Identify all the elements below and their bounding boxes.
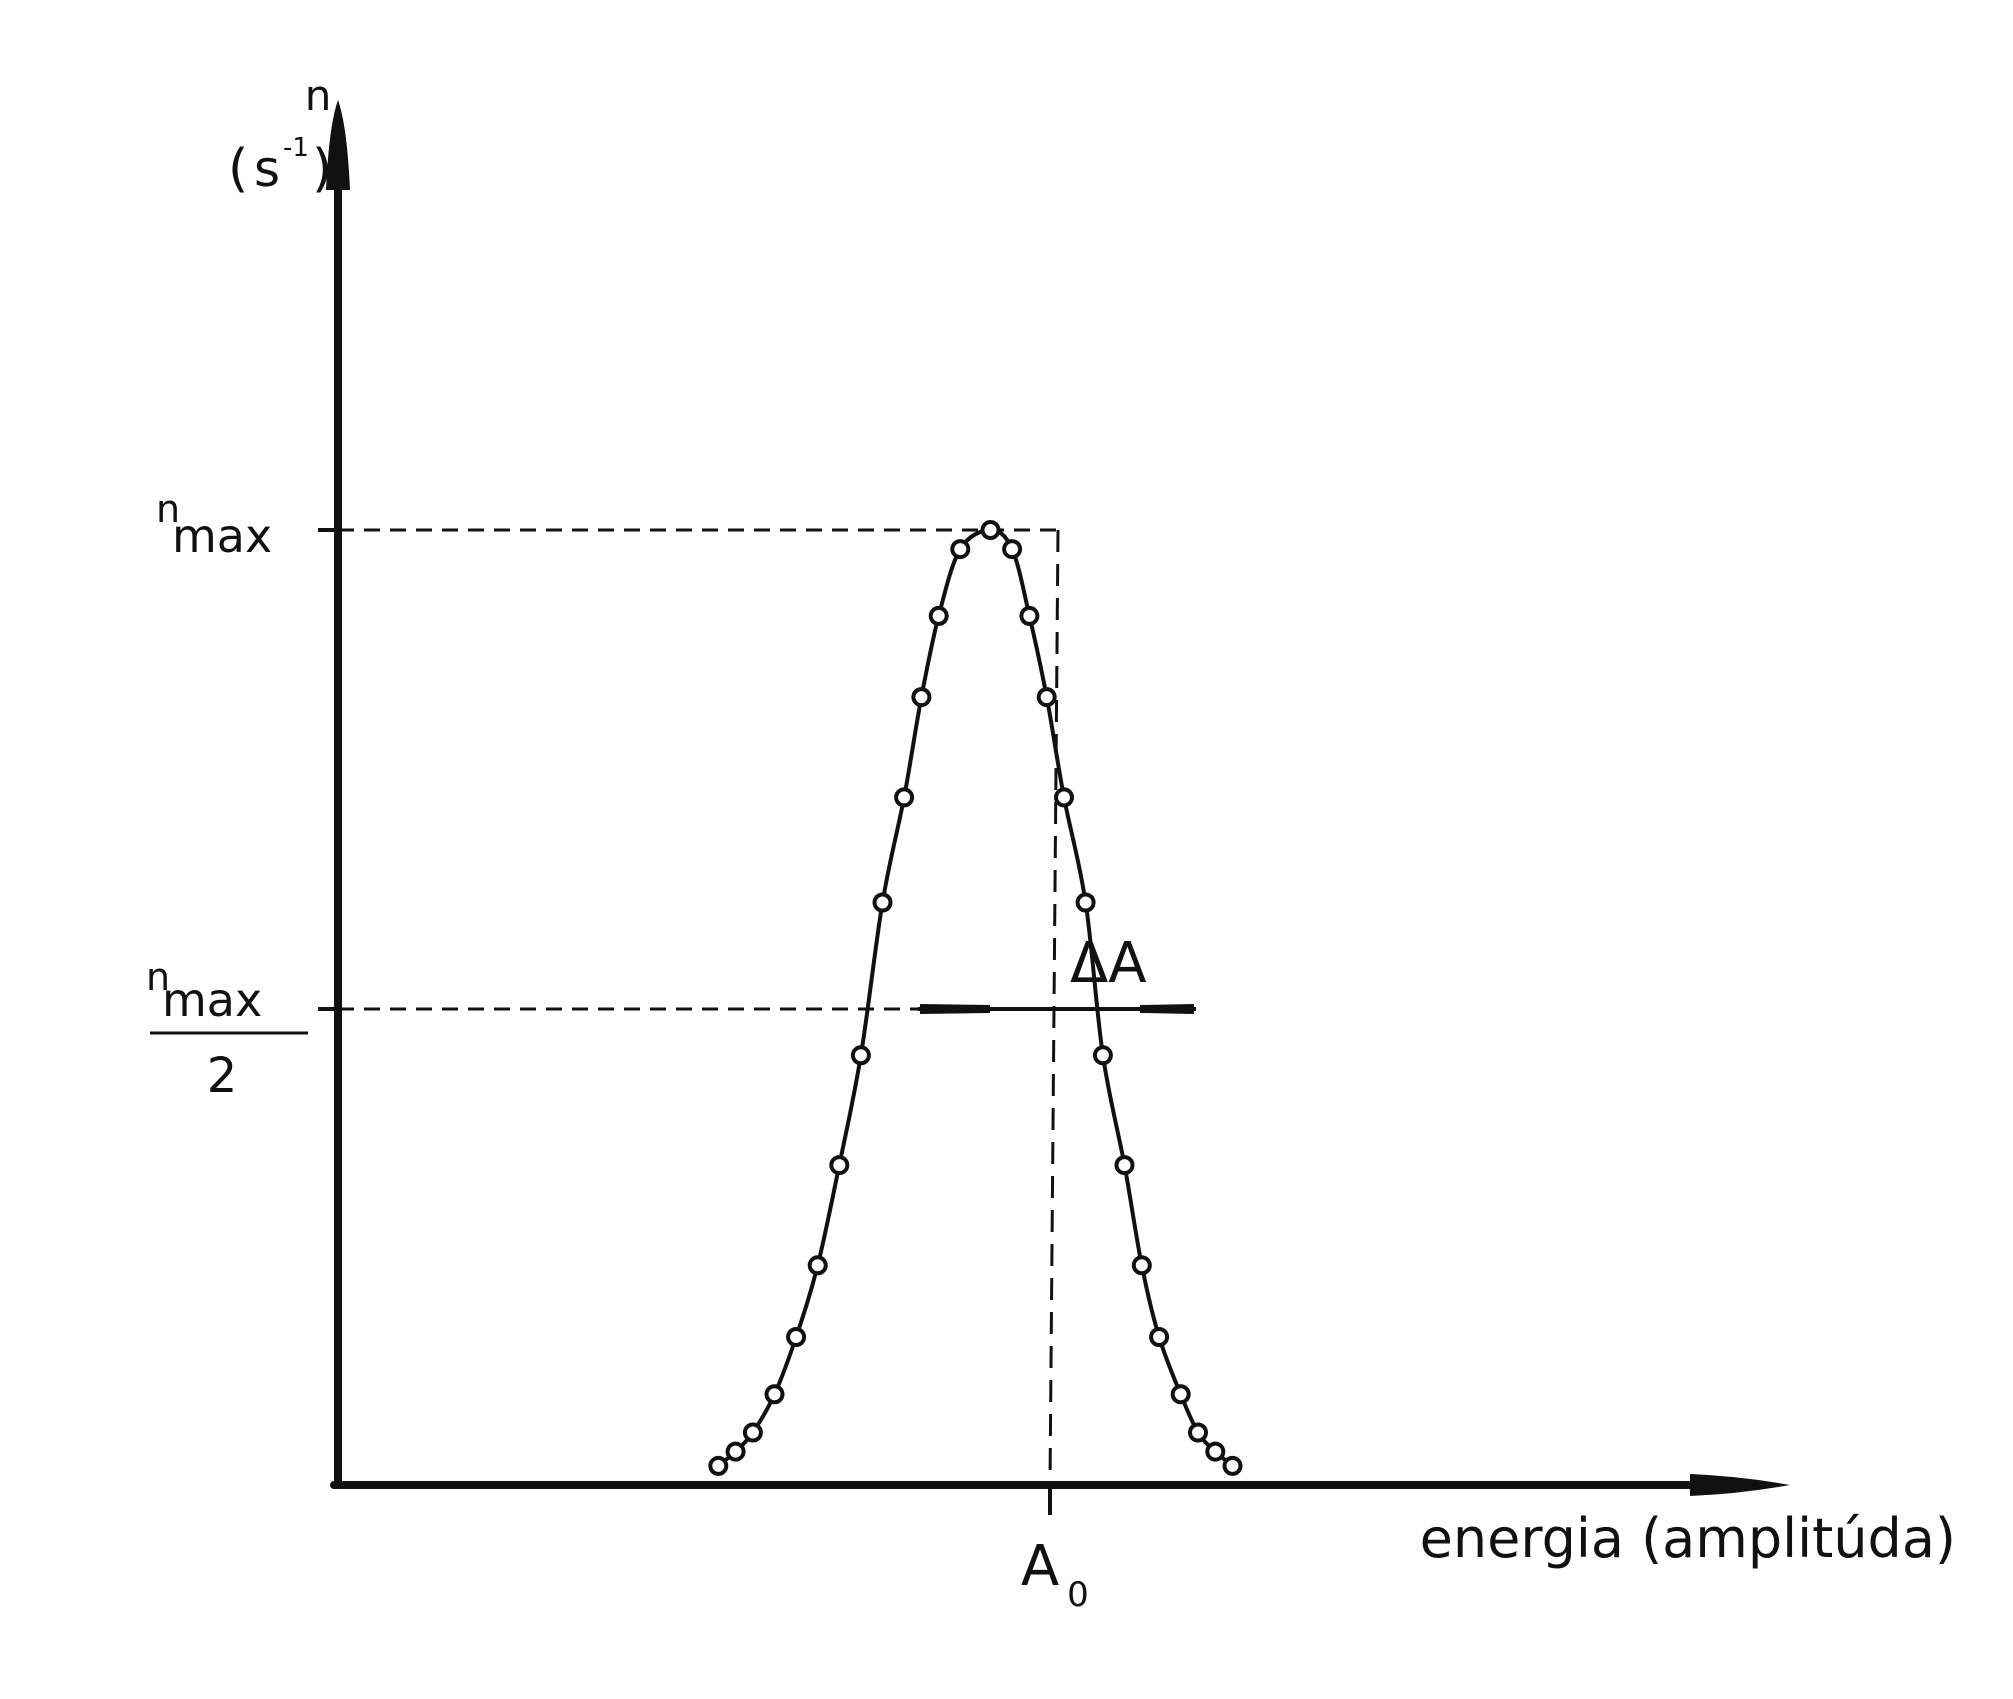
fitted-curve (717, 528, 1234, 1468)
data-point-3 (742, 1422, 763, 1443)
data-point-9 (872, 892, 893, 913)
data-point-21 (1114, 1155, 1135, 1176)
data-point-18 (1054, 787, 1074, 808)
fwhm-right-arrow (1140, 1004, 1194, 1014)
data-point-22 (1131, 1255, 1152, 1276)
x-tick-a0-symbol: A (1021, 1534, 1059, 1599)
data-point-27 (1222, 1455, 1243, 1476)
data-point-1 (708, 1455, 729, 1476)
data-points (708, 520, 1243, 1476)
y-axis-label: n ( s -1 ) (228, 71, 332, 199)
data-point-11 (911, 687, 932, 708)
data-point-15 (1002, 539, 1023, 560)
x-axis-label: energia (amplitúda) (1420, 1507, 1956, 1570)
y-tick-half-denominator: 2 (207, 1048, 238, 1104)
y-tick-nmax: n max (156, 487, 272, 563)
data-point-19 (1075, 892, 1096, 913)
y-tick-half-subscript: max (162, 973, 262, 1027)
y-axis-unit-close-paren: ) (312, 139, 332, 199)
data-point-12 (928, 605, 949, 626)
data-point-2 (725, 1441, 746, 1462)
y-tick-half-max: n max 2 (146, 955, 308, 1104)
data-point-13 (950, 539, 971, 560)
y-tick-nmax-subscript: max (172, 509, 272, 563)
data-point-25 (1188, 1422, 1208, 1443)
y-axis-unit-exponent: -1 (283, 133, 309, 163)
data-point-8 (850, 1045, 871, 1066)
data-point-7 (829, 1155, 850, 1176)
data-point-17 (1036, 687, 1057, 708)
y-tick-half-symbol: n (146, 955, 170, 999)
y-tick-nmax-symbol: n (156, 487, 180, 531)
x-tick-a0: A 0 (1021, 1534, 1089, 1615)
data-point-16 (1019, 605, 1040, 626)
reference-lines (318, 528, 1060, 1515)
data-point-24 (1170, 1384, 1191, 1405)
y-axis-unit-open-paren: ( (228, 139, 248, 199)
data-point-6 (807, 1255, 828, 1276)
data-point-26 (1205, 1441, 1226, 1462)
fwhm-left-arrow (920, 1004, 990, 1014)
y-axis-label-symbol: n (305, 71, 332, 120)
data-point-10 (894, 787, 915, 808)
x-axis-arrowhead (1690, 1474, 1790, 1496)
data-point-23 (1149, 1327, 1170, 1347)
axes (326, 100, 1790, 1496)
y-axis-arrowhead (326, 100, 350, 190)
fwhm-marker (918, 1004, 1196, 1014)
fwhm-annotation: ΔA (1070, 931, 1147, 996)
data-point-4 (764, 1384, 785, 1405)
y-axis-unit-base: s (254, 140, 280, 198)
x-tick-a0-subscript: 0 (1067, 1575, 1089, 1615)
data-point-14 (980, 520, 1001, 540)
data-point-20 (1092, 1045, 1113, 1066)
data-point-5 (786, 1327, 807, 1347)
